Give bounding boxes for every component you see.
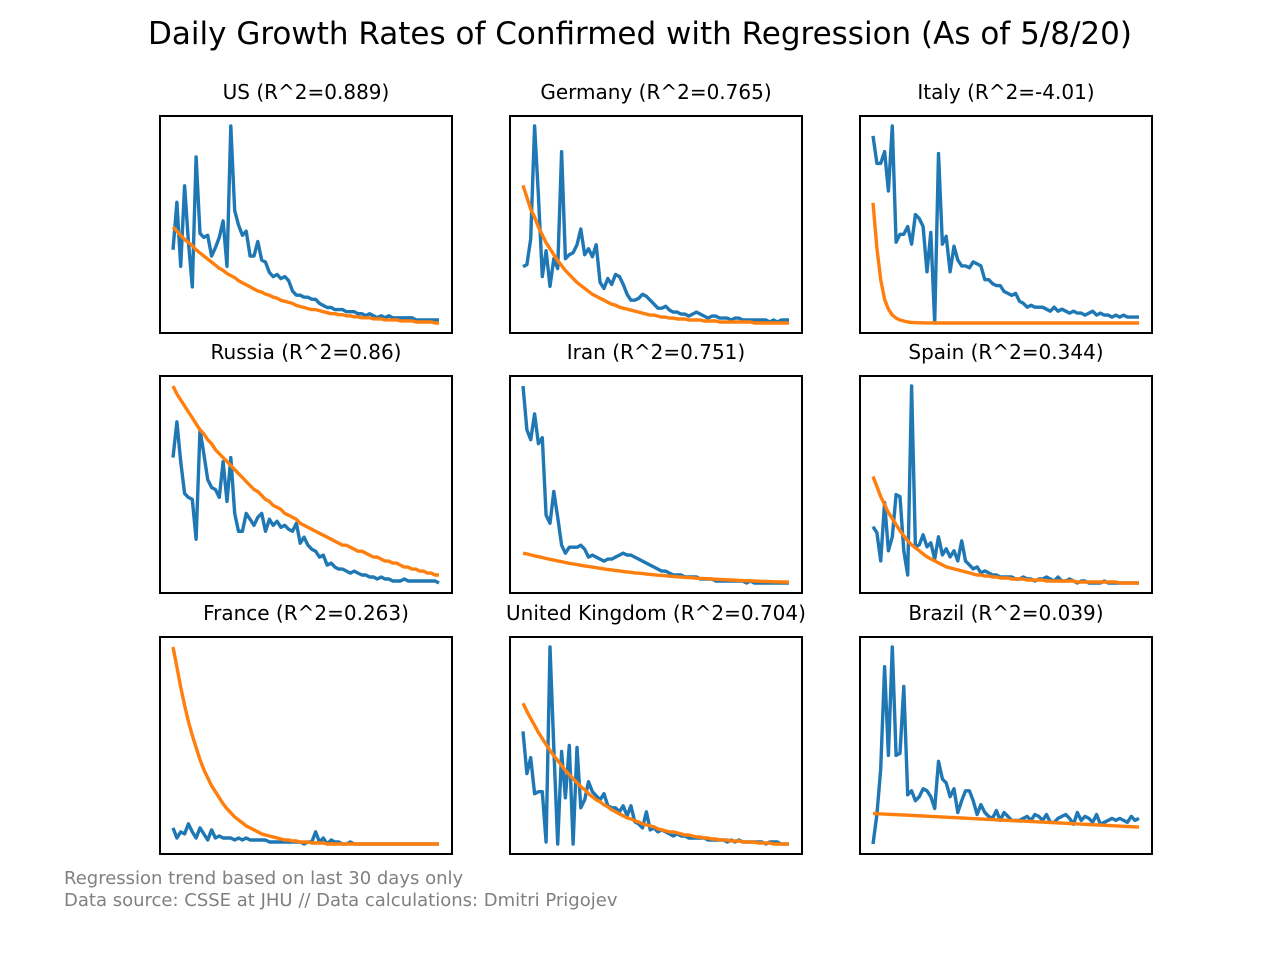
actual-series-line — [522, 124, 789, 324]
regression-series-line — [171, 385, 439, 577]
regression-series-line — [522, 551, 790, 584]
subplot-title: Brazil (R^2=0.039) — [908, 601, 1103, 625]
subplot-panel: Iran (R^2=0.751) — [509, 340, 803, 594]
actual-series-line — [521, 645, 789, 846]
footnote-line-2: Data source: CSSE at JHU // Data calcula… — [64, 890, 618, 911]
subplot-frame — [509, 636, 803, 855]
subplot-frame — [859, 375, 1153, 594]
regression-series-line — [872, 811, 1140, 829]
subplot-title: Spain (R^2=0.344) — [908, 340, 1103, 364]
regression-series-line — [871, 475, 1139, 585]
subplot-title: Iran (R^2=0.751) — [567, 340, 745, 364]
regression-series-line — [521, 184, 789, 325]
subplot-frame — [159, 115, 453, 334]
subplot-panel: United Kingdom (R^2=0.704) — [506, 601, 806, 855]
subplot-frame — [509, 375, 803, 594]
footnote-line-1: Regression trend based on last 30 days o… — [64, 868, 464, 889]
subplot-panel: Spain (R^2=0.344) — [859, 340, 1153, 594]
regression-series-line — [171, 646, 439, 846]
actual-series-line — [521, 385, 789, 585]
actual-series-line — [171, 124, 439, 322]
subplot-title: Russia (R^2=0.86) — [211, 340, 402, 364]
actual-series-line — [871, 645, 1140, 845]
subplot-frame — [859, 115, 1153, 334]
subplot-title: Germany (R^2=0.765) — [540, 80, 771, 104]
actual-series-line — [871, 384, 1139, 585]
subplot-panel: Russia (R^2=0.86) — [159, 340, 453, 594]
subplot-frame — [159, 636, 453, 855]
subplot-panel: US (R^2=0.889) — [159, 80, 453, 334]
figure-title: Daily Growth Rates of Confirmed with Reg… — [148, 16, 1132, 52]
actual-series-line — [171, 420, 440, 585]
subplot-title: United Kingdom (R^2=0.704) — [506, 601, 806, 625]
subplot-panel: Germany (R^2=0.765) — [509, 80, 803, 334]
subplot-title: France (R^2=0.263) — [203, 601, 409, 625]
regression-series-line — [171, 225, 439, 325]
subplot-panel: Brazil (R^2=0.039) — [859, 601, 1153, 855]
subplot-title: US (R^2=0.889) — [223, 80, 390, 104]
subplot-frame — [509, 115, 803, 334]
subplot-panel: Italy (R^2=-4.01) — [859, 80, 1153, 334]
subplot-title: Italy (R^2=-4.01) — [917, 80, 1094, 104]
subplot-panel: France (R^2=0.263) — [159, 601, 453, 855]
subplot-frame — [159, 375, 453, 594]
actual-series-line — [871, 124, 1139, 325]
figure-footnote: Regression trend based on last 30 days o… — [64, 868, 617, 912]
subplot-grid: US (R^2=0.889) Germany (R^2=0.765) Italy (… — [159, 80, 1153, 855]
subplot-frame — [859, 636, 1153, 855]
regression-series-line — [871, 202, 1139, 325]
regression-series-line — [521, 702, 789, 846]
